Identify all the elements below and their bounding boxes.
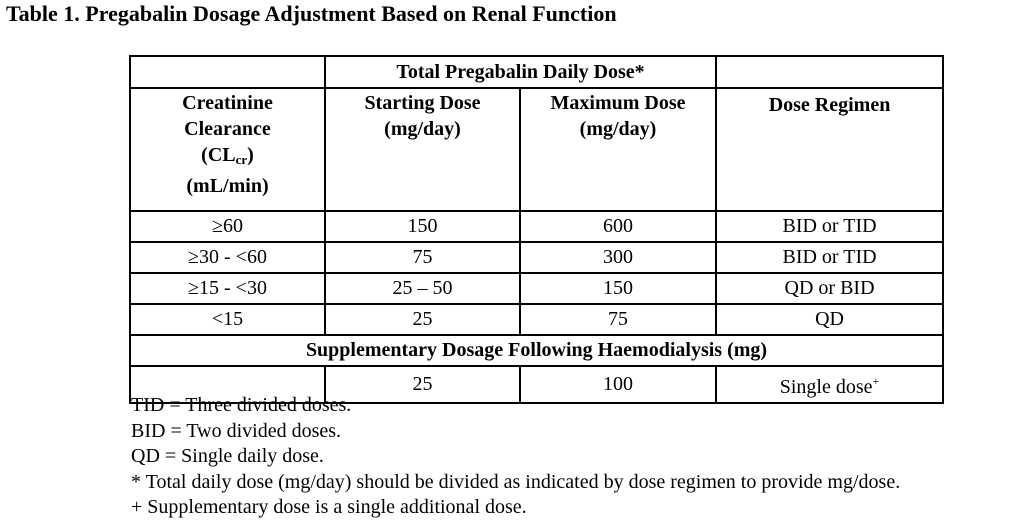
clcr-cell: <15 <box>129 303 326 336</box>
clcr-header-line: (CLcr) <box>135 142 320 173</box>
dosage-table: Total Pregabalin Daily Dose* Creatinine … <box>128 55 945 404</box>
table-row: ≥30 - <60 75 300 BID or TID <box>129 241 945 274</box>
table-row: ≥15 - <30 25 – 50 150 QD or BID <box>129 272 945 305</box>
clcr-abbrev-close: ) <box>247 144 254 166</box>
maximum-dose-cell: 100 <box>518 365 718 404</box>
regimen-cell: QD <box>715 303 945 336</box>
starting-dose-column-header: Starting Dose (mg/day) <box>324 87 521 212</box>
footnotes: TID = Three divided doses. BID = Two div… <box>131 393 900 521</box>
regimen-cell: Single dose+ <box>715 365 945 404</box>
clcr-abbrev: (CL <box>201 144 236 166</box>
clcr-header-line: (mL/min) <box>186 175 269 197</box>
footnote: TID = Three divided doses. <box>131 394 352 416</box>
clcr-cell <box>129 365 326 404</box>
clcr-header-line: Creatinine <box>182 92 273 114</box>
maximum-dose-cell: 300 <box>518 241 718 274</box>
clcr-header-line: Clearance <box>184 118 271 140</box>
starting-header-unit: (mg/day) <box>384 118 461 140</box>
footnote: QD = Single daily dose. <box>131 445 324 468</box>
footnote: BID = Two divided doses. <box>131 419 342 442</box>
starting-dose-cell: 150 <box>324 210 521 243</box>
clcr-cell: ≥30 - <60 <box>129 241 326 274</box>
empty-cell <box>129 55 326 89</box>
empty-cell <box>715 55 945 89</box>
supplementary-row: 25 100 Single dose+ <box>129 365 945 404</box>
regimen-cell: BID or TID <box>715 210 945 243</box>
total-daily-dose-header: Total Pregabalin Daily Dose* <box>323 55 718 89</box>
clcr-cell: ≥15 - <30 <box>129 272 326 305</box>
column-header-row: Creatinine Clearance (CLcr) (mL/min) Sta… <box>129 87 945 212</box>
footnote: + Supplementary dose is a single additio… <box>131 496 527 519</box>
group-header-row: Total Pregabalin Daily Dose* <box>129 55 945 89</box>
regimen-text: Single dose <box>779 376 873 398</box>
plus-superscript: + <box>872 374 880 388</box>
table-row: ≥60 150 600 BID or TID <box>129 210 945 243</box>
maximum-dose-cell: 75 <box>518 303 718 336</box>
maximum-dose-column-header: Maximum Dose (mg/day) <box>518 87 718 212</box>
regimen-cell: BID or TID <box>715 241 945 274</box>
supplementary-header-row: Supplementary Dosage Following Haemodial… <box>128 334 945 367</box>
maximum-header-unit: (mg/day) <box>579 118 657 140</box>
clcr-subscript: cr <box>235 152 248 167</box>
starting-dose-cell: 25 <box>324 303 521 336</box>
dose-regimen-column-header: Dose Regimen <box>715 87 945 212</box>
clcr-column-header: Creatinine Clearance (CLcr) (mL/min) <box>129 87 326 212</box>
starting-dose-cell: 25 – 50 <box>324 272 521 305</box>
maximum-dose-cell: 150 <box>518 272 718 305</box>
starting-dose-cell: 25 <box>324 365 521 404</box>
clcr-cell: ≥60 <box>129 210 326 243</box>
supplementary-dosage-header: Supplementary Dosage Following Haemodial… <box>128 334 945 367</box>
maximum-header-line: Maximum Dose <box>550 92 686 114</box>
starting-dose-cell: 75 <box>324 241 521 274</box>
table-title: Table 1. Pregabalin Dosage Adjustment Ba… <box>6 1 617 26</box>
regimen-cell: QD or BID <box>715 272 945 305</box>
table-row: <15 25 75 QD <box>129 303 945 336</box>
footnote: * Total daily dose (mg/day) should be di… <box>131 470 901 493</box>
starting-header-line: Starting Dose <box>364 92 481 114</box>
maximum-dose-cell: 600 <box>518 210 718 243</box>
